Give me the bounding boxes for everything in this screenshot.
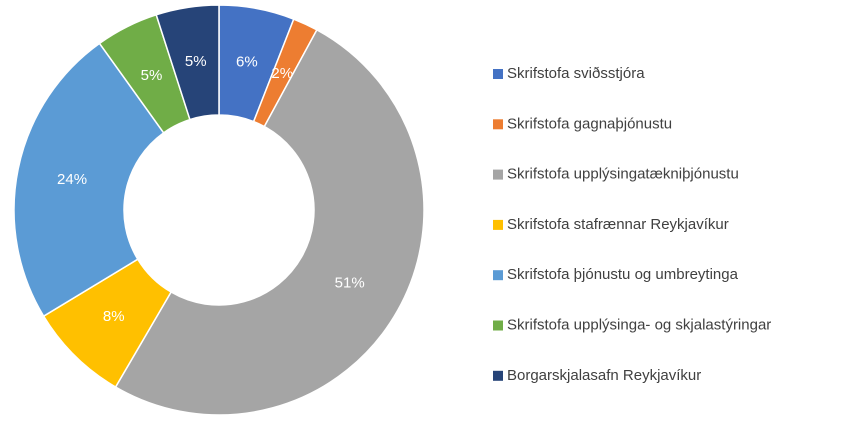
slice	[114, 28, 425, 416]
legend-swatch	[493, 320, 503, 331]
legend-swatch	[493, 119, 503, 130]
legend-label: Skrifstofa upplýsinga- og skjalastýringa…	[507, 316, 771, 333]
legend-swatch	[493, 69, 503, 79]
legend-label: Skrifstofa upplýsingatækniþjónustu	[507, 166, 739, 183]
data-label: 6%	[236, 54, 258, 71]
legend-label: Skrifstofa stafrænnar Reykjavíkur	[507, 216, 729, 233]
data-label: 2%	[271, 65, 293, 82]
legend-label: Skrifstofa sviðsstjóra	[507, 65, 645, 82]
data-label: 5%	[185, 53, 207, 70]
data-label: 51%	[335, 275, 365, 292]
legend-swatch	[493, 219, 503, 230]
legend-label: Skrifstofa gagnaþjónustu	[507, 115, 672, 132]
legend-label: Skrifstofa þjónustu og umbreytinga	[507, 266, 739, 283]
legend-swatch	[493, 169, 503, 180]
legend-swatch	[493, 370, 503, 381]
legend-swatch	[493, 270, 503, 281]
data-label: 24%	[57, 171, 87, 188]
legend-label: Borgarskjalasafn Reykjavíkur	[507, 367, 701, 384]
slice	[13, 42, 165, 318]
slice	[155, 4, 220, 121]
data-label: 5%	[141, 67, 163, 84]
data-label: 8%	[103, 308, 125, 325]
